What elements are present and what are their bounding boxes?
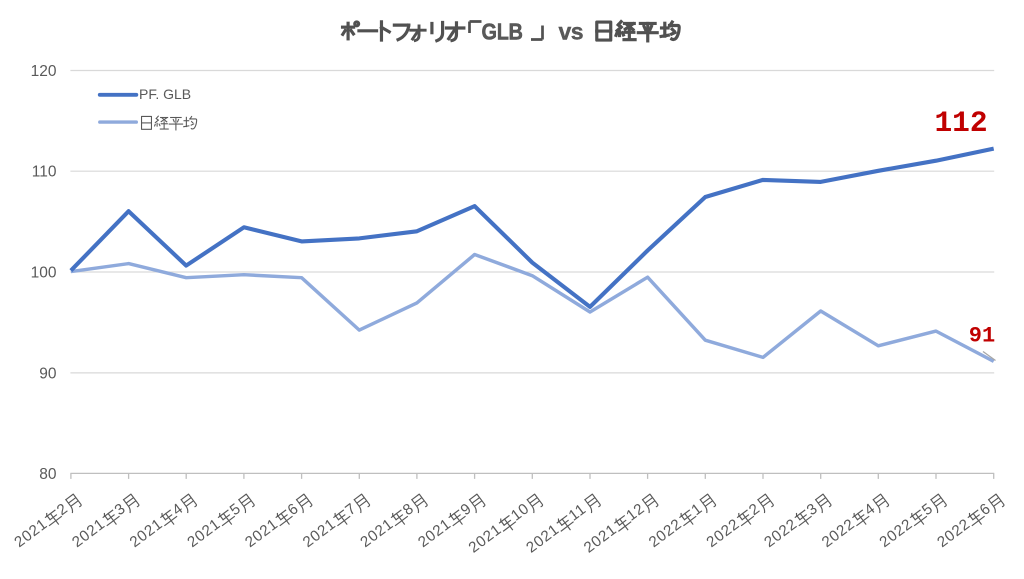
svg-text:100: 100 <box>31 265 57 282</box>
svg-text:vs: vs <box>559 18 584 44</box>
svg-text:GLB: GLB <box>482 18 523 45</box>
svg-text:90: 90 <box>39 365 57 382</box>
svg-text:PF. GLB: PF. GLB <box>139 86 191 102</box>
svg-text:80: 80 <box>39 466 57 483</box>
svg-text:11: 11 <box>566 501 590 525</box>
svg-text:91: 91 <box>969 323 995 348</box>
svg-text:112: 112 <box>934 106 987 140</box>
svg-text:120: 120 <box>31 63 57 80</box>
svg-text:110: 110 <box>32 164 57 181</box>
